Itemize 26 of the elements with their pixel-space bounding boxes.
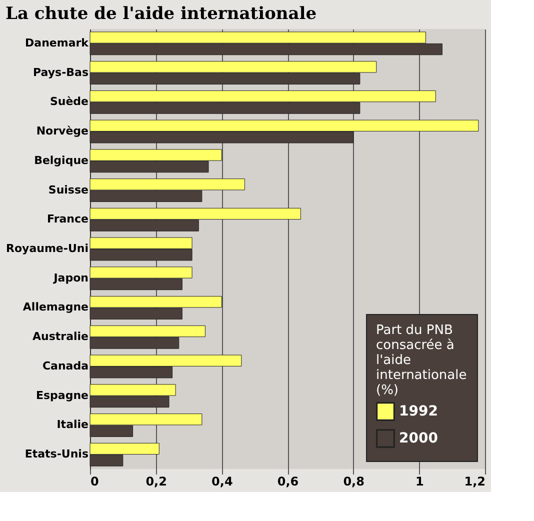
x-tick-label: 0,4	[212, 474, 233, 488]
y-tick-label: Suisse	[48, 183, 88, 196]
x-tick-label: 0	[90, 474, 99, 488]
y-tick-label: Royaume-Uni	[6, 242, 88, 255]
x-tick-label: 0,8	[343, 474, 364, 488]
x-tick-label: 0,2	[146, 474, 167, 488]
legend-title: Part du PNB consacrée à l'aide internationale (%)	[376, 323, 467, 398]
y-tick-label: Pays-Bas	[33, 66, 89, 79]
legend-label: 1992	[399, 404, 438, 420]
y-tick-label: Danemark	[25, 36, 90, 50]
y-tick-label: Allemagne	[22, 300, 88, 314]
legend-label: 2000	[399, 430, 438, 446]
chart-title: La chute de l'aide internationale	[6, 4, 317, 24]
y-tick-label: Canada	[42, 359, 88, 372]
x-tick-label: 1,2	[464, 474, 486, 488]
y-tick-label: Australie	[32, 330, 88, 344]
y-tick-label: Espagne	[36, 388, 88, 402]
y-tick-label: Norvège	[36, 124, 88, 138]
y-tick-label: France	[47, 212, 88, 226]
y-tick-label: Italie	[56, 418, 88, 432]
y-tick-label: Belgique	[34, 154, 88, 167]
y-tick-label: Suède	[50, 95, 88, 108]
y-tick-label: Japon	[52, 271, 88, 284]
y-tick-label: Etats-Unis	[24, 448, 89, 461]
x-tick-label: 1	[415, 474, 424, 488]
x-tick-label: 0,6	[277, 474, 299, 488]
